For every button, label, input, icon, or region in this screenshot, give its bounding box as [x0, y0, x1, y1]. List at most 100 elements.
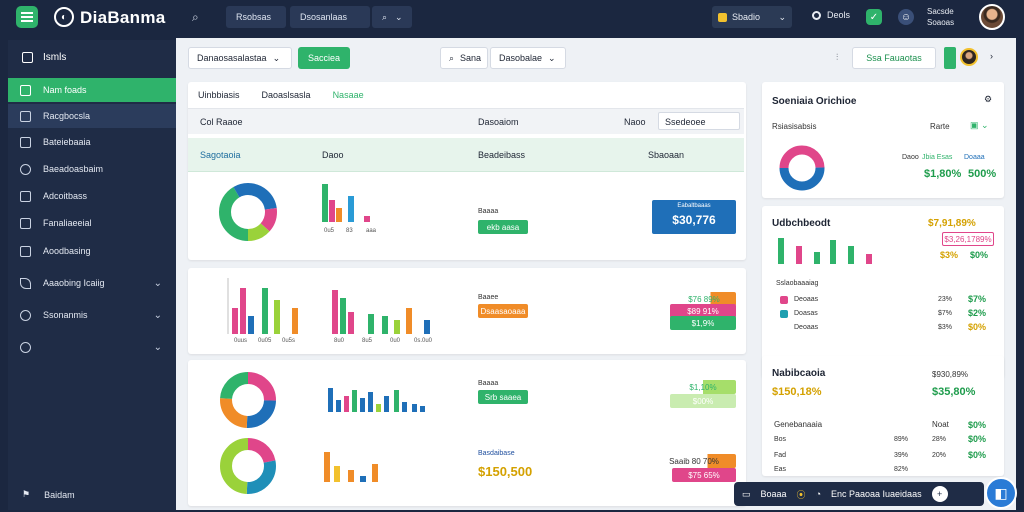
highlight-card[interactable]: Eabaltbaaas $30,776: [652, 200, 736, 234]
sidebar-item-5[interactable]: Fanaliaeeial: [8, 211, 176, 235]
bar: [394, 390, 399, 412]
toolbar-right-button[interactable]: Ssa Fauaotas: [852, 47, 936, 69]
donut-segment: [219, 183, 277, 241]
chevron-down-icon: ⌄: [272, 52, 281, 63]
sidebar-item-3[interactable]: Baeadoasbaim: [8, 157, 176, 181]
settings-icon[interactable]: ⚙: [984, 94, 993, 104]
toolbar-avatar[interactable]: [960, 48, 978, 66]
home-icon: [20, 84, 31, 96]
row-3-pill[interactable]: Srb saaea: [478, 390, 528, 404]
sidebar-item-7[interactable]: Aaaobing Icaiig ⌄: [8, 271, 176, 295]
expand-icon[interactable]: ▣ ⌄: [970, 120, 989, 130]
filter-input[interactable]: Ssedeoee: [658, 112, 740, 130]
user-icon[interactable]: ☺: [898, 9, 914, 25]
card-1-title: Soeniaia Orichioe: [772, 96, 857, 107]
card-2-row-label: Deoaas: [794, 296, 819, 303]
sidebar-header: Ismls: [22, 52, 66, 63]
row-2-label: Baaee: [478, 294, 499, 301]
chevron-down-icon: ⌄: [153, 341, 162, 353]
add-icon[interactable]: +: [931, 486, 948, 502]
sidebar-item-label: Baeadoasbaim: [43, 164, 104, 174]
legend-swatch: [780, 296, 788, 304]
bottom-toast[interactable]: ▭ Boaaa ⦿ ◔ Enc Paaoaa Iuaeidaas +: [734, 482, 984, 506]
highlight-card-label: Eabaltbaaas: [677, 203, 711, 209]
chevron-down-icon: ⌄: [395, 11, 403, 22]
sidebar-item-4[interactable]: Adcoitbass: [8, 184, 176, 208]
card-2-bars: [778, 238, 872, 264]
card-1-legend-a: Daoo: [902, 154, 919, 161]
sidebar-item-2[interactable]: Bateiebaaia: [8, 130, 176, 154]
bar: [292, 308, 298, 334]
list-icon: [20, 245, 31, 257]
box-icon: [20, 190, 31, 202]
filter-left[interactable]: Col Raaoe: [200, 117, 243, 127]
user-line-1: Sacsde: [927, 7, 954, 16]
row-3-charts: [220, 372, 425, 494]
bell-icon: [20, 277, 31, 289]
toolbar-search[interactable]: ⌕ Sana: [440, 47, 488, 69]
sidebar-item-6[interactable]: Aoodbasing: [8, 239, 176, 263]
top-select[interactable]: Sbadio ⌄: [712, 6, 792, 28]
row-1-pill[interactable]: ekb aasa: [478, 220, 528, 234]
bar-tick: 0u05: [258, 338, 272, 344]
bar-tick: 0u5s: [282, 338, 295, 344]
toolbar-green-button[interactable]: Sacciea: [298, 47, 350, 69]
table-panel: Uinbbiasis Daoaslsasla Nasaae Col Raaoe …: [188, 82, 746, 260]
toolbar-indicator: [944, 47, 956, 69]
row-1-label: Baaaa: [478, 208, 499, 215]
tab-2[interactable]: Nasaae: [332, 90, 364, 100]
card-3-row-c1: 82%: [894, 466, 909, 473]
donut-segment: [220, 438, 276, 494]
bar: [394, 320, 400, 334]
folder-icon: [20, 110, 31, 122]
sidebar-item-9[interactable]: ⌄: [8, 335, 176, 359]
chevron-right-icon[interactable]: ›: [990, 51, 993, 61]
avatar[interactable]: [979, 4, 1005, 30]
menu-button[interactable]: [16, 6, 38, 28]
bar: [352, 390, 357, 412]
support-button[interactable]: ◧: [985, 477, 1017, 509]
sidebar-footer[interactable]: ⚑ Baidam: [22, 489, 75, 500]
top-tab-2[interactable]: Dsosanlaas: [290, 6, 370, 28]
col-header-2[interactable]: Beadeibass: [478, 150, 526, 160]
notification-icon[interactable]: ✓: [866, 9, 882, 25]
toolbar-select-2[interactable]: Dasobalae ⌄: [490, 47, 566, 69]
filter-mid: Dasoaiom: [478, 117, 519, 127]
bar: [262, 288, 268, 334]
top-tab-1[interactable]: Rsobsas: [226, 6, 286, 28]
card-2-value: $7,91,89%: [928, 218, 976, 229]
sidebar-item-0[interactable]: Nam foads: [8, 78, 176, 102]
bar: [336, 208, 342, 222]
col-header-3[interactable]: Sbaoaan: [648, 150, 685, 160]
sidebar-item-1[interactable]: Racgbocsla: [8, 104, 176, 128]
card-1-legend-b: Jbia Esas: [922, 154, 953, 161]
row-2-value-2: $89 91%: [670, 304, 736, 318]
flag-icon: ⚑: [22, 489, 31, 499]
bar: [412, 404, 417, 412]
search-icon[interactable]: ⌕: [192, 10, 199, 24]
card-3-title: Nabibcaoia: [772, 368, 826, 379]
bar: [332, 290, 338, 334]
toolbar: Danaosasalastaa ⌄ Sacciea ⌕ Sana Dasobalae…: [176, 38, 1016, 78]
pin-icon[interactable]: ⫶: [836, 52, 839, 62]
row-2-pill[interactable]: Dsaasaoaaa: [478, 304, 528, 318]
card-2-row-c2: $2%: [968, 308, 987, 318]
tab-0[interactable]: Uinbbiasis: [198, 90, 240, 100]
sidebar-item-8[interactable]: Ssonanmis ⌄: [8, 303, 176, 327]
col-header-1[interactable]: Daoo: [322, 150, 344, 160]
toolbar-select-1[interactable]: Danaosasalastaa ⌄: [188, 47, 292, 69]
tab-1[interactable]: Daoaslsasla: [261, 90, 311, 100]
top-search-dropdown[interactable]: ⌕ ⌄: [372, 6, 412, 28]
bar-tick: 83: [346, 228, 353, 234]
row-2-charts: 0uus 0u05 0u5s 8u0 8u5 0u0 0s.0u0: [227, 278, 433, 344]
col-header-0[interactable]: Sagotaoia: [200, 150, 241, 160]
sidebar-header-label: Ismls: [43, 52, 67, 63]
bar: [368, 314, 374, 334]
bar: [248, 316, 254, 334]
search-icon: ⌕: [449, 52, 455, 63]
card-3-row-c2: 28%: [932, 436, 947, 443]
legend-swatch: [780, 310, 788, 318]
bar: [368, 392, 373, 412]
top-toggle[interactable]: Deols: [812, 10, 850, 20]
donut-chart: [219, 183, 277, 241]
